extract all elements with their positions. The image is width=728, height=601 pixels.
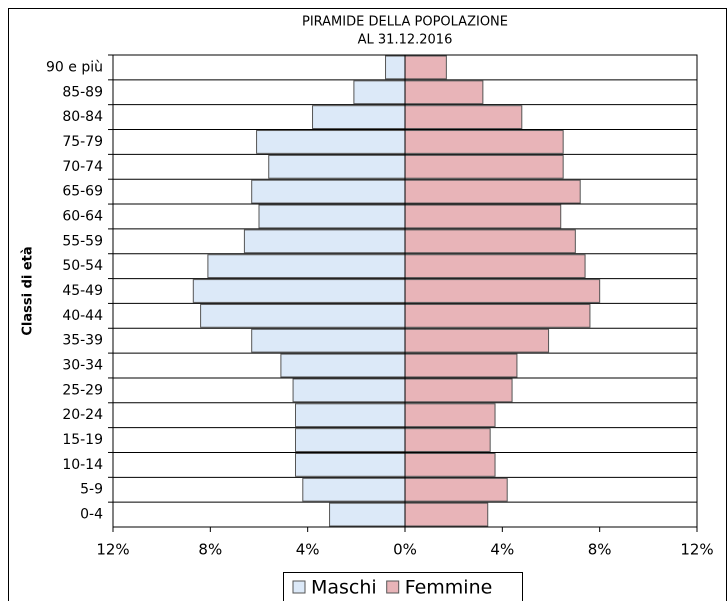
- bar: [207, 254, 406, 279]
- y-tick-label: 45-49: [62, 283, 103, 299]
- bar: [404, 378, 513, 403]
- y-tick-label: 0-4: [80, 507, 103, 523]
- bar: [404, 55, 447, 80]
- legend-swatch: [292, 580, 306, 594]
- x-tick-label: 12%: [96, 541, 129, 559]
- y-tick-label: 55-59: [62, 233, 103, 249]
- legend-label: Femmine: [405, 577, 493, 599]
- bar: [404, 204, 562, 229]
- x-tick-label: 8%: [588, 541, 612, 559]
- y-axis-label: Classi di età: [21, 246, 36, 335]
- bar: [404, 229, 576, 254]
- bar: [404, 130, 564, 154]
- bar: [329, 502, 406, 527]
- y-tick-label: 10-14: [62, 457, 103, 473]
- bar: [192, 279, 406, 303]
- bar: [404, 428, 491, 452]
- bar: [295, 428, 406, 452]
- bar: [302, 477, 406, 502]
- bar: [385, 55, 406, 80]
- bar: [404, 403, 496, 428]
- bar: [280, 353, 406, 378]
- bar: [404, 328, 550, 353]
- legend: [283, 572, 523, 601]
- y-tick-label: 90 e più: [46, 59, 103, 75]
- bar: [353, 80, 406, 105]
- bar: [404, 353, 518, 378]
- bar: [404, 105, 523, 130]
- bar: [404, 502, 489, 527]
- bar: [258, 204, 406, 229]
- chart-frame: [8, 8, 727, 601]
- x-tick-label: 4%: [490, 541, 514, 559]
- x-tick-label: 12%: [680, 541, 713, 559]
- bar: [404, 452, 496, 477]
- y-tick-label: 30-34: [62, 358, 103, 374]
- bar: [404, 154, 564, 179]
- bar: [312, 105, 406, 130]
- bar: [404, 80, 484, 105]
- y-tick-label: 5-9: [80, 482, 103, 498]
- bar: [404, 254, 586, 279]
- y-tick-label: 60-64: [62, 208, 103, 224]
- bar: [243, 229, 406, 254]
- x-tick-label: 4%: [296, 541, 320, 559]
- bar: [404, 179, 581, 204]
- y-tick-label: 50-54: [62, 258, 103, 274]
- y-tick-label: 75-79: [62, 134, 103, 150]
- y-tick-label: 35-39: [62, 333, 103, 349]
- bar: [404, 279, 601, 303]
- bar: [251, 328, 406, 353]
- bar: [295, 452, 406, 477]
- y-tick-label: 70-74: [62, 159, 103, 175]
- chart-title: PIRAMIDE DELLA POPOLAZIONE: [302, 15, 508, 30]
- bar: [251, 179, 406, 204]
- bar: [404, 303, 591, 328]
- legend-label: Maschi: [311, 577, 377, 599]
- x-tick-label: 8%: [198, 541, 222, 559]
- chart-subtitle: AL 31.12.2016: [358, 33, 453, 48]
- y-tick-label: 25-29: [62, 382, 103, 398]
- y-tick-label: 80-84: [62, 109, 103, 125]
- x-tick-label: 0%: [393, 541, 417, 559]
- bar: [256, 130, 406, 154]
- bar: [295, 403, 406, 428]
- y-tick-label: 20-24: [62, 407, 103, 423]
- y-tick-label: 85-89: [62, 84, 103, 100]
- y-tick-label: 40-44: [62, 308, 103, 324]
- bar: [404, 477, 508, 502]
- bar: [292, 378, 406, 403]
- bar: [268, 154, 406, 179]
- legend-swatch: [386, 580, 400, 594]
- y-tick-label: 65-69: [62, 184, 103, 200]
- bar: [200, 303, 406, 328]
- y-tick-label: 15-19: [62, 432, 103, 448]
